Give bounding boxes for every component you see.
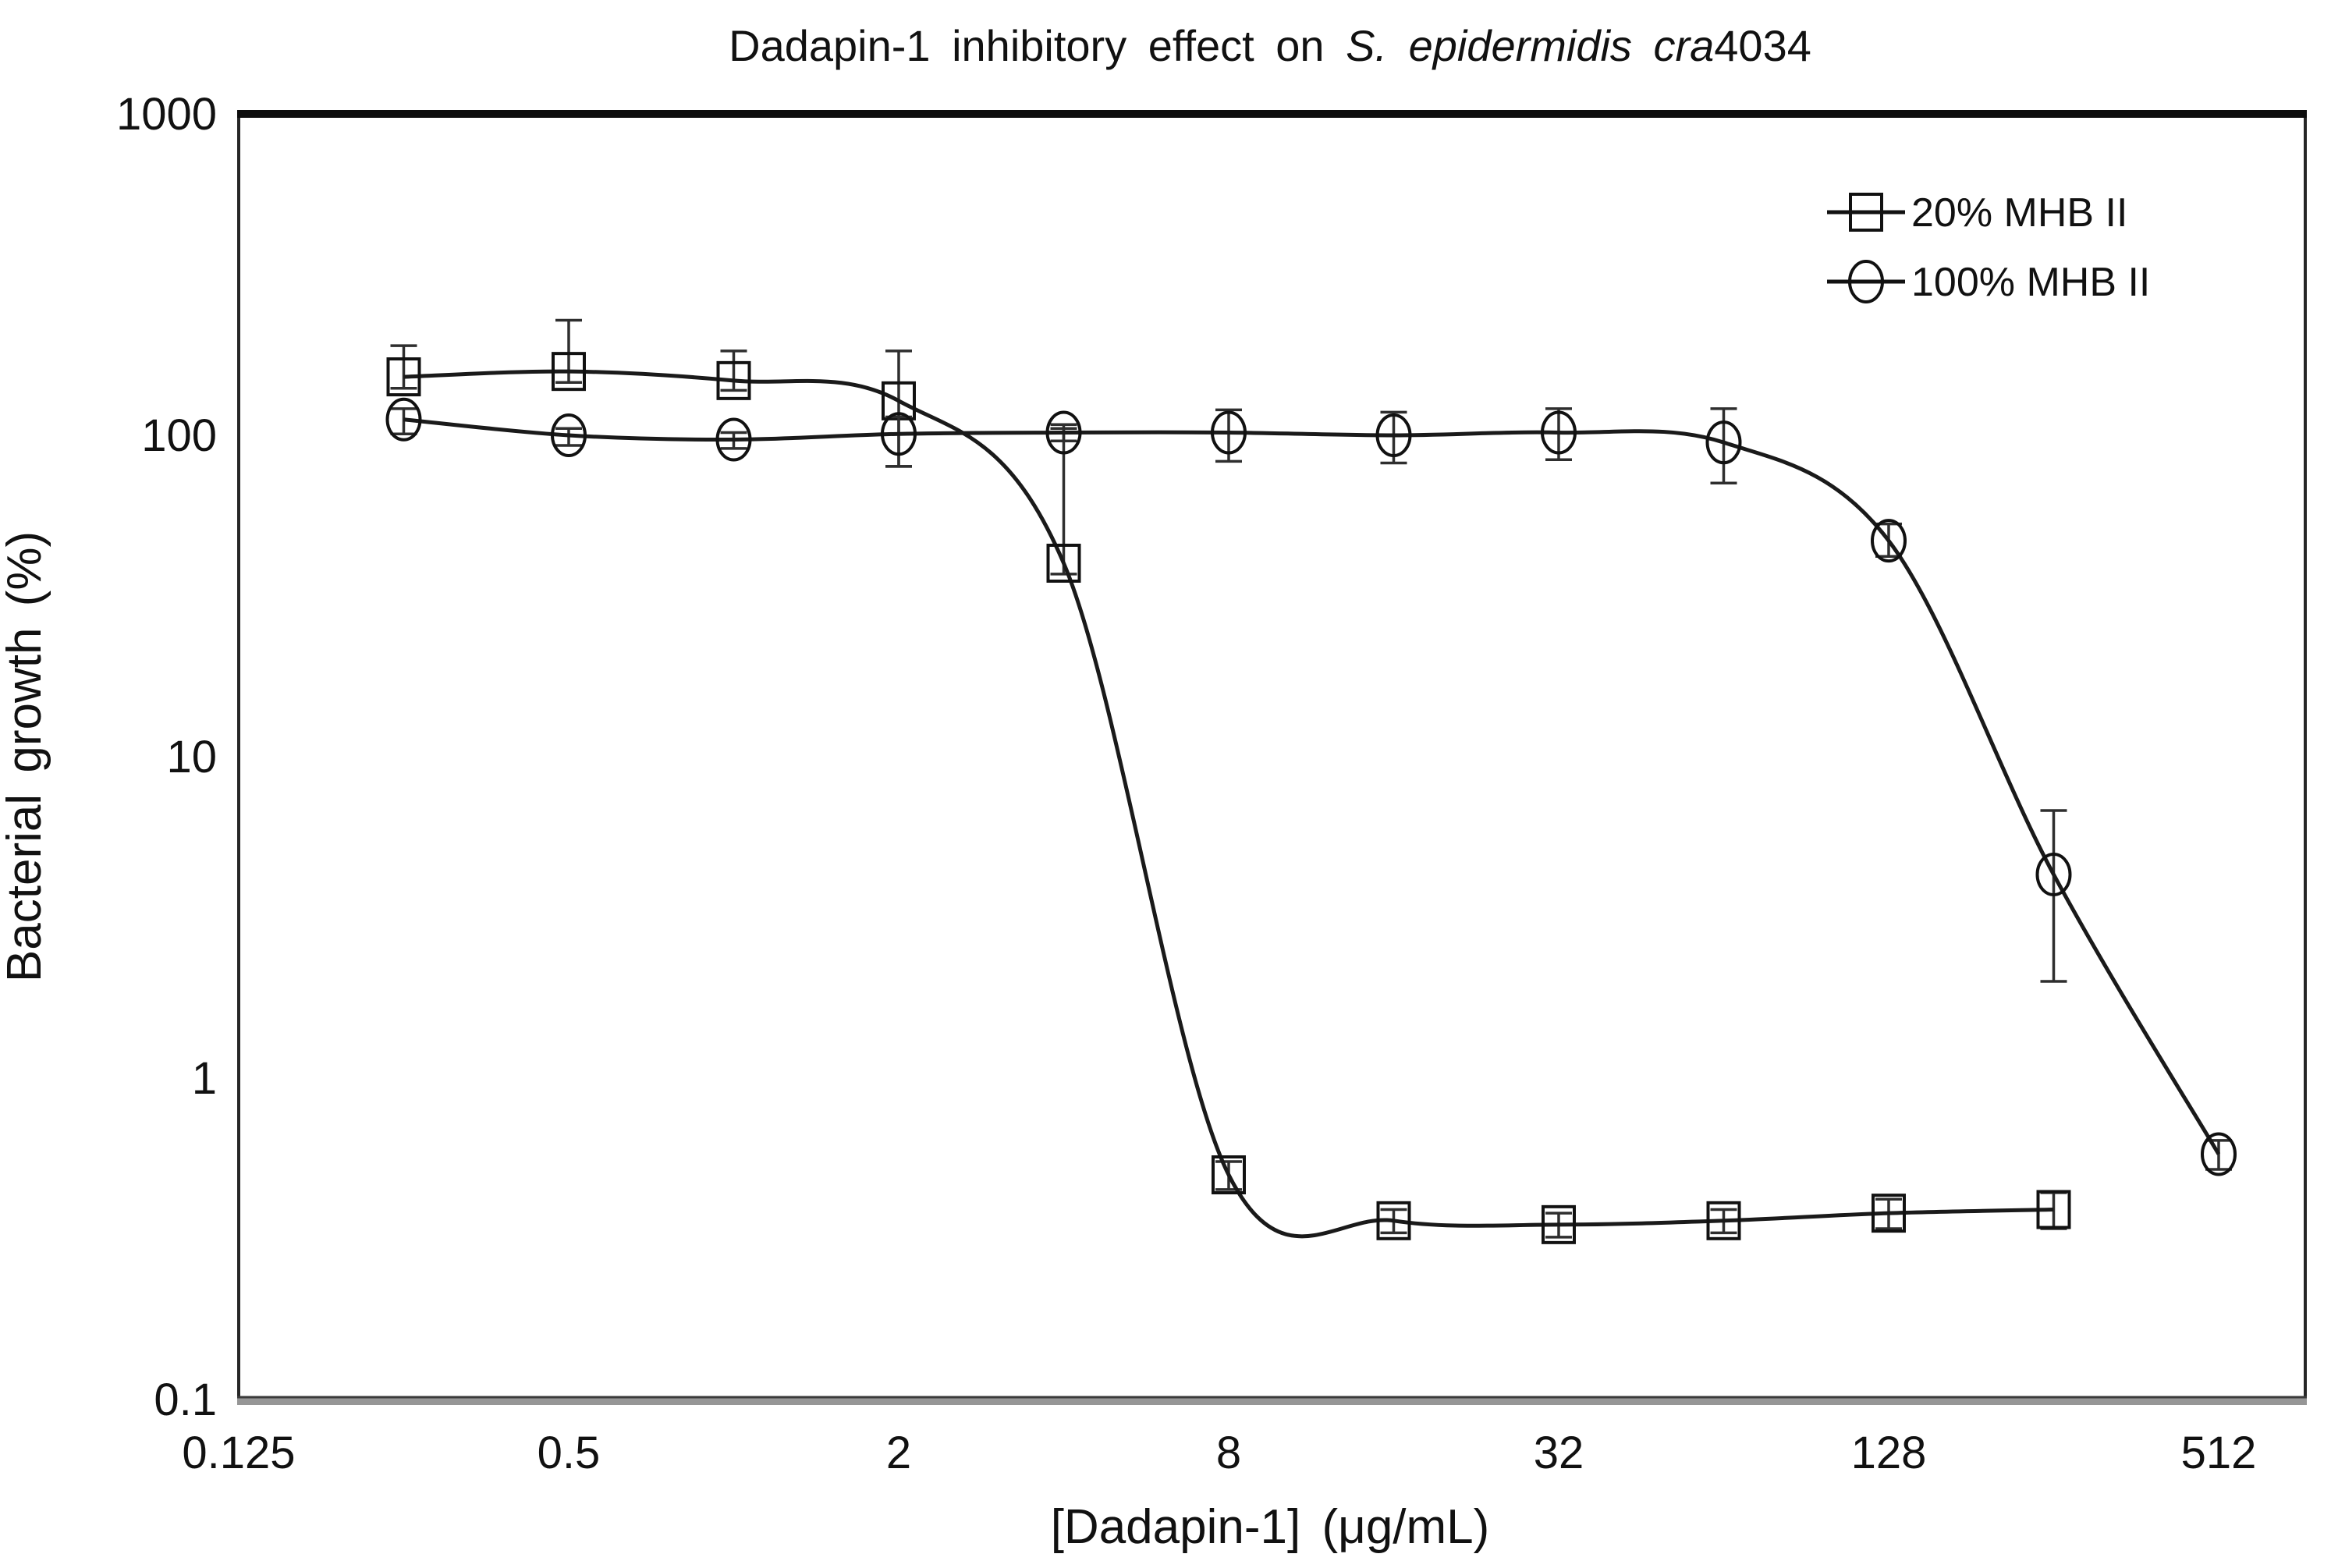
square-marker-icon [1046, 543, 1081, 583]
error-bars-100-mhb-ii [390, 407, 2232, 1171]
x-tick-label: 0.5 [538, 1428, 601, 1478]
legend-item-100-mhb-ii: 100% MHB II [1827, 260, 2150, 305]
square-marker-icon [2036, 1190, 2071, 1229]
y-tick-label: 1000 [116, 89, 217, 140]
circle-marker-icon [1541, 410, 1577, 455]
y-tick-label: 1 [192, 1053, 217, 1104]
series-markers-100-mhb-ii [385, 397, 2237, 1176]
legend: 20% MHB II 100% MHB II [1827, 190, 2150, 305]
legend-item-20-mhb-ii: 20% MHB II [1827, 190, 2127, 236]
x-tick-label: 0.125 [182, 1428, 295, 1478]
y-axis-title: Bacterial growth (%) [0, 531, 51, 982]
circle-marker-icon [551, 413, 587, 457]
circle-marker-icon [1375, 413, 1412, 457]
legend-label: 100% MHB II [1911, 260, 2150, 305]
x-tick-label: 32 [1534, 1428, 1584, 1478]
chart-title-prefix: Dadapin-1 inhibitory effect on [729, 21, 1346, 70]
y-tick-label: 100 [141, 410, 217, 461]
series-line-100-mhb-ii [403, 417, 2221, 1155]
chart-title-italic: S. epidermidis cra [1346, 21, 1714, 70]
square-marker-icon [1706, 1201, 1741, 1240]
circle-marker-icon [715, 417, 752, 462]
y-tick-label: 0.1 [154, 1375, 217, 1425]
circle-marker-icon [1211, 410, 1247, 455]
x-tick-label: 128 [1851, 1428, 1927, 1478]
legend-circle-marker-icon [1848, 260, 1884, 303]
circle-marker-icon [385, 397, 422, 442]
chart-title: Dadapin-1 inhibitory effect on S. epider… [729, 21, 1811, 70]
x-tick-label: 2 [886, 1428, 911, 1478]
plot-frame [237, 112, 2307, 1401]
error-bars-20-mhb-ii [390, 318, 2067, 1239]
chart-title-suffix: 4034 [1714, 21, 1811, 70]
x-tick-label: 8 [1216, 1428, 1241, 1478]
x-tick-label: 512 [2181, 1428, 2257, 1478]
circle-marker-icon [1705, 420, 1742, 465]
circle-marker-icon [2201, 1132, 2237, 1176]
square-marker-icon [1212, 1155, 1246, 1195]
legend-square-marker-icon [1849, 193, 1883, 232]
square-marker-icon [386, 357, 421, 397]
series-line-20-mhb-ii [403, 369, 2054, 1239]
circle-marker-icon [2035, 853, 2072, 897]
x-axis-title: [Dadapin-1] (μg/mL) [1051, 1500, 1490, 1554]
circle-marker-icon [881, 412, 917, 456]
y-tick-label: 10 [166, 732, 217, 782]
series-markers-20-mhb-ii [386, 352, 2071, 1244]
square-marker-icon [552, 352, 586, 392]
legend-label: 20% MHB II [1911, 190, 2127, 236]
square-marker-icon [1872, 1194, 1906, 1233]
circle-marker-icon [1045, 410, 1082, 455]
square-marker-icon [716, 360, 751, 400]
square-marker-icon [1542, 1204, 1576, 1244]
square-marker-icon [1376, 1201, 1411, 1240]
plot-area: 1000 100 10 1 0.10.125 0.5 2 8 32 128 512 [116, 89, 2307, 1478]
circle-marker-icon [1871, 519, 1907, 563]
